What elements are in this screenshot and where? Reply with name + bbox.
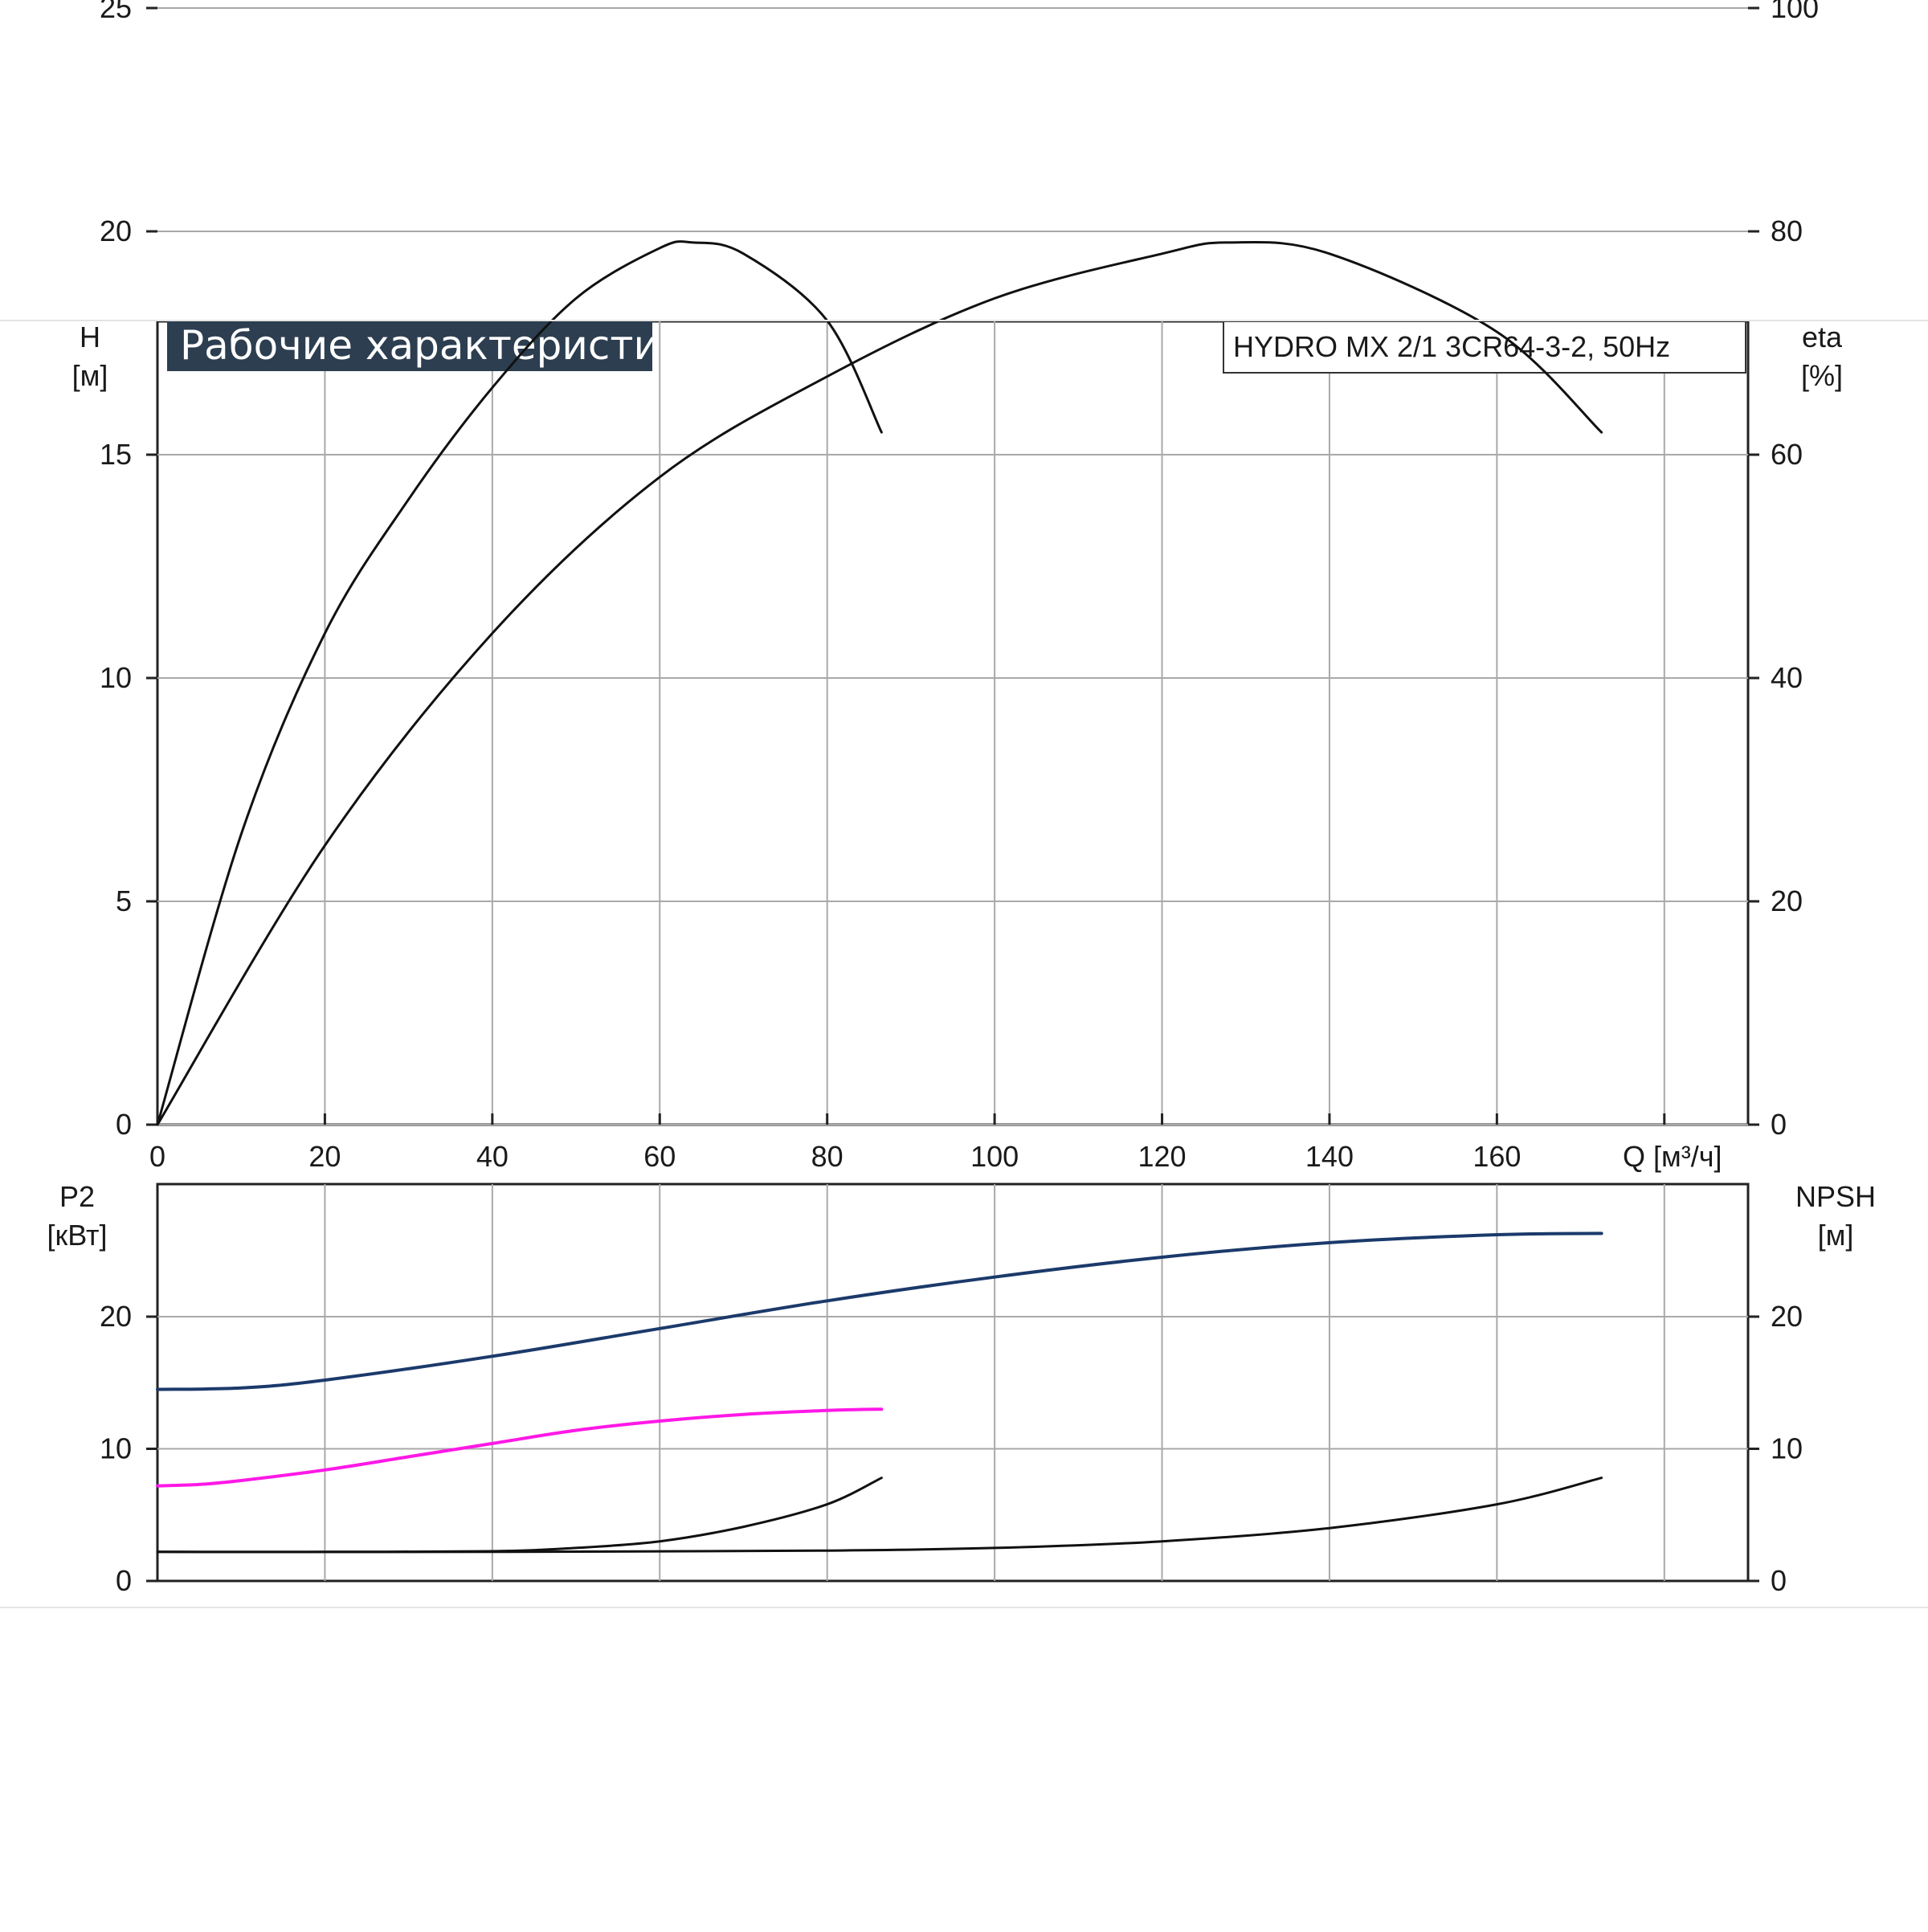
p2-axis-label: P2 [59,1180,95,1213]
upper-tick-labels: 0510152025303540455055606570750204060801… [100,0,1819,1173]
npsh-tick-label: 20 [1771,1300,1803,1333]
chart-title: Рабочие характеристики [180,322,710,369]
bottom-divider [0,1607,1928,1608]
q-tick-label: 80 [811,1140,844,1173]
eta-axis-label: eta [1802,321,1843,353]
h-tick-label: 0 [116,1108,132,1141]
q-tick-label: 60 [643,1140,676,1173]
eta-one-pump-curve [156,240,883,1126]
p2-tick-label: 10 [100,1432,132,1465]
q-axis-label: Q [м³/ч] [1623,1140,1722,1173]
upper-curves [156,240,1603,1126]
npsh-axis-label: NPSH [1795,1180,1876,1213]
p2-tick-label: 0 [116,1564,132,1597]
eta-tick-label: 0 [1771,1108,1787,1141]
npsh-tick-label: 0 [1771,1564,1787,1597]
lower-plot-frame [156,1182,1750,1583]
eta-tick-label: 60 [1771,438,1803,471]
q-tick-label: 160 [1473,1140,1521,1173]
eta-unit-label: [%] [1801,359,1843,392]
lower-curves [156,1231,1603,1554]
eta-two-pumps-curve [156,240,1603,1126]
q-tick-label: 120 [1138,1140,1186,1173]
p2-unit-label: [кВт] [47,1219,107,1252]
eta-tick-label: 40 [1771,661,1803,694]
top-divider [0,320,1928,321]
model-box [1223,321,1746,374]
p2-tick-label: 20 [100,1300,132,1333]
h-tick-label: 10 [100,661,132,694]
h-unit-label: [м] [72,359,108,392]
p2-two-pumps-curve [156,1231,1603,1391]
q-tick-label: 100 [970,1140,1019,1173]
q-tick-label: 0 [149,1140,165,1173]
upper-grid [146,6,1759,1126]
p2-one-pump-curve [156,1407,884,1488]
lower-grid [146,1182,1759,1583]
eta-tick-label: 100 [1771,0,1819,24]
h-tick-label: 15 [100,438,132,471]
model-label: HYDRO MX 2/1 3CR64-3-2, 50Hz [1233,330,1670,363]
h-axis-label: H [80,321,100,353]
lower-tick-labels: 0 10 20 0 10 20 [100,1300,1803,1597]
npsh-unit-label: [м] [1818,1219,1854,1252]
q-tick-label: 140 [1305,1140,1354,1173]
h-tick-label: 25 [100,0,132,24]
eta-tick-label: 20 [1771,884,1803,917]
npsh-tick-label: 10 [1771,1432,1803,1465]
q-tick-label: 20 [308,1140,341,1173]
eta-tick-label: 80 [1771,214,1803,247]
npsh-two-pumps-curve [156,1477,1603,1554]
q-tick-label: 40 [476,1140,509,1173]
upper-plot-frame [156,320,1750,1126]
h-tick-label: 20 [100,214,132,247]
title-box [167,321,652,371]
h-tick-label: 5 [116,884,132,917]
